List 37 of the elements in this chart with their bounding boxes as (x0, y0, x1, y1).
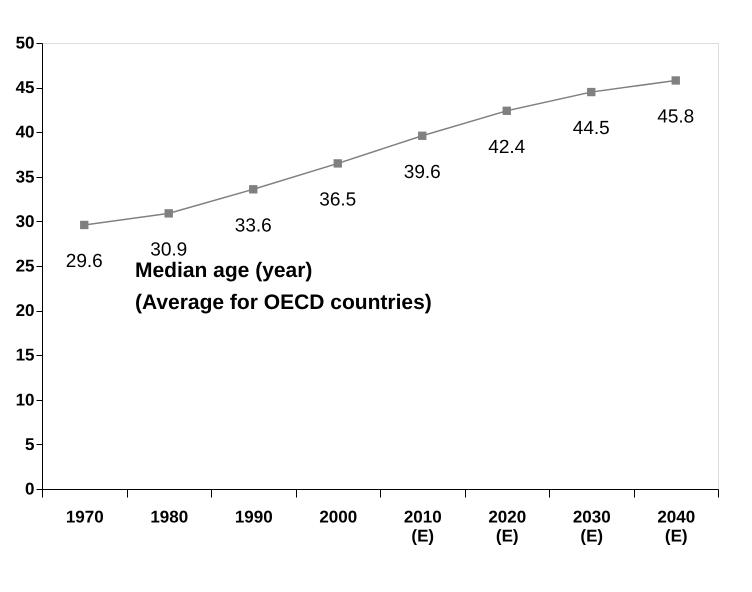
y-tick-label: 10 (16, 390, 34, 410)
y-tick-label: 40 (16, 122, 34, 142)
x-tick-label: 1990 (234, 508, 273, 526)
x-tick-label: 1970 (66, 508, 104, 526)
x-tick-label: 2040 (E) (657, 508, 696, 546)
point (334, 159, 342, 168)
y-tick-label: 30 (16, 212, 34, 231)
x-tick-label: 2030 (E) (572, 508, 611, 546)
data-label: 30.9 (150, 239, 188, 260)
data-label: 39.6 (404, 162, 441, 183)
y-tick-label: 35 (16, 167, 34, 186)
data-label: 42.4 (488, 136, 526, 158)
point (587, 88, 596, 96)
annotation: (Average for OECD countries) (135, 291, 432, 314)
y-tick-label: 15 (16, 346, 34, 365)
point (502, 106, 511, 115)
point (249, 185, 258, 194)
x-tick-label: 2010 (E) (404, 508, 442, 546)
point (80, 220, 88, 230)
data-label: 44.5 (572, 118, 610, 140)
y-tick-label: 45 (16, 78, 34, 98)
y-tick-label: 50 (16, 34, 34, 52)
y-tick-label: 5 (25, 434, 34, 454)
y-tick-label: 25 (16, 256, 34, 276)
point (164, 209, 173, 218)
data-label: 36.5 (319, 189, 356, 210)
point (418, 132, 426, 140)
y-tick-label: 20 (16, 301, 34, 320)
data-label: 29.6 (66, 250, 103, 272)
x-tick-label: 2020 (E) (488, 508, 526, 546)
data-label: 45.8 (657, 106, 694, 128)
data-label: 33.6 (234, 215, 272, 236)
y-tick-label: 0 (25, 480, 34, 498)
x-tick-label: 1980 (150, 508, 188, 526)
x-tick-label: 2000 (319, 508, 358, 526)
point (672, 76, 680, 85)
annotation: Median age (year) (135, 259, 312, 282)
